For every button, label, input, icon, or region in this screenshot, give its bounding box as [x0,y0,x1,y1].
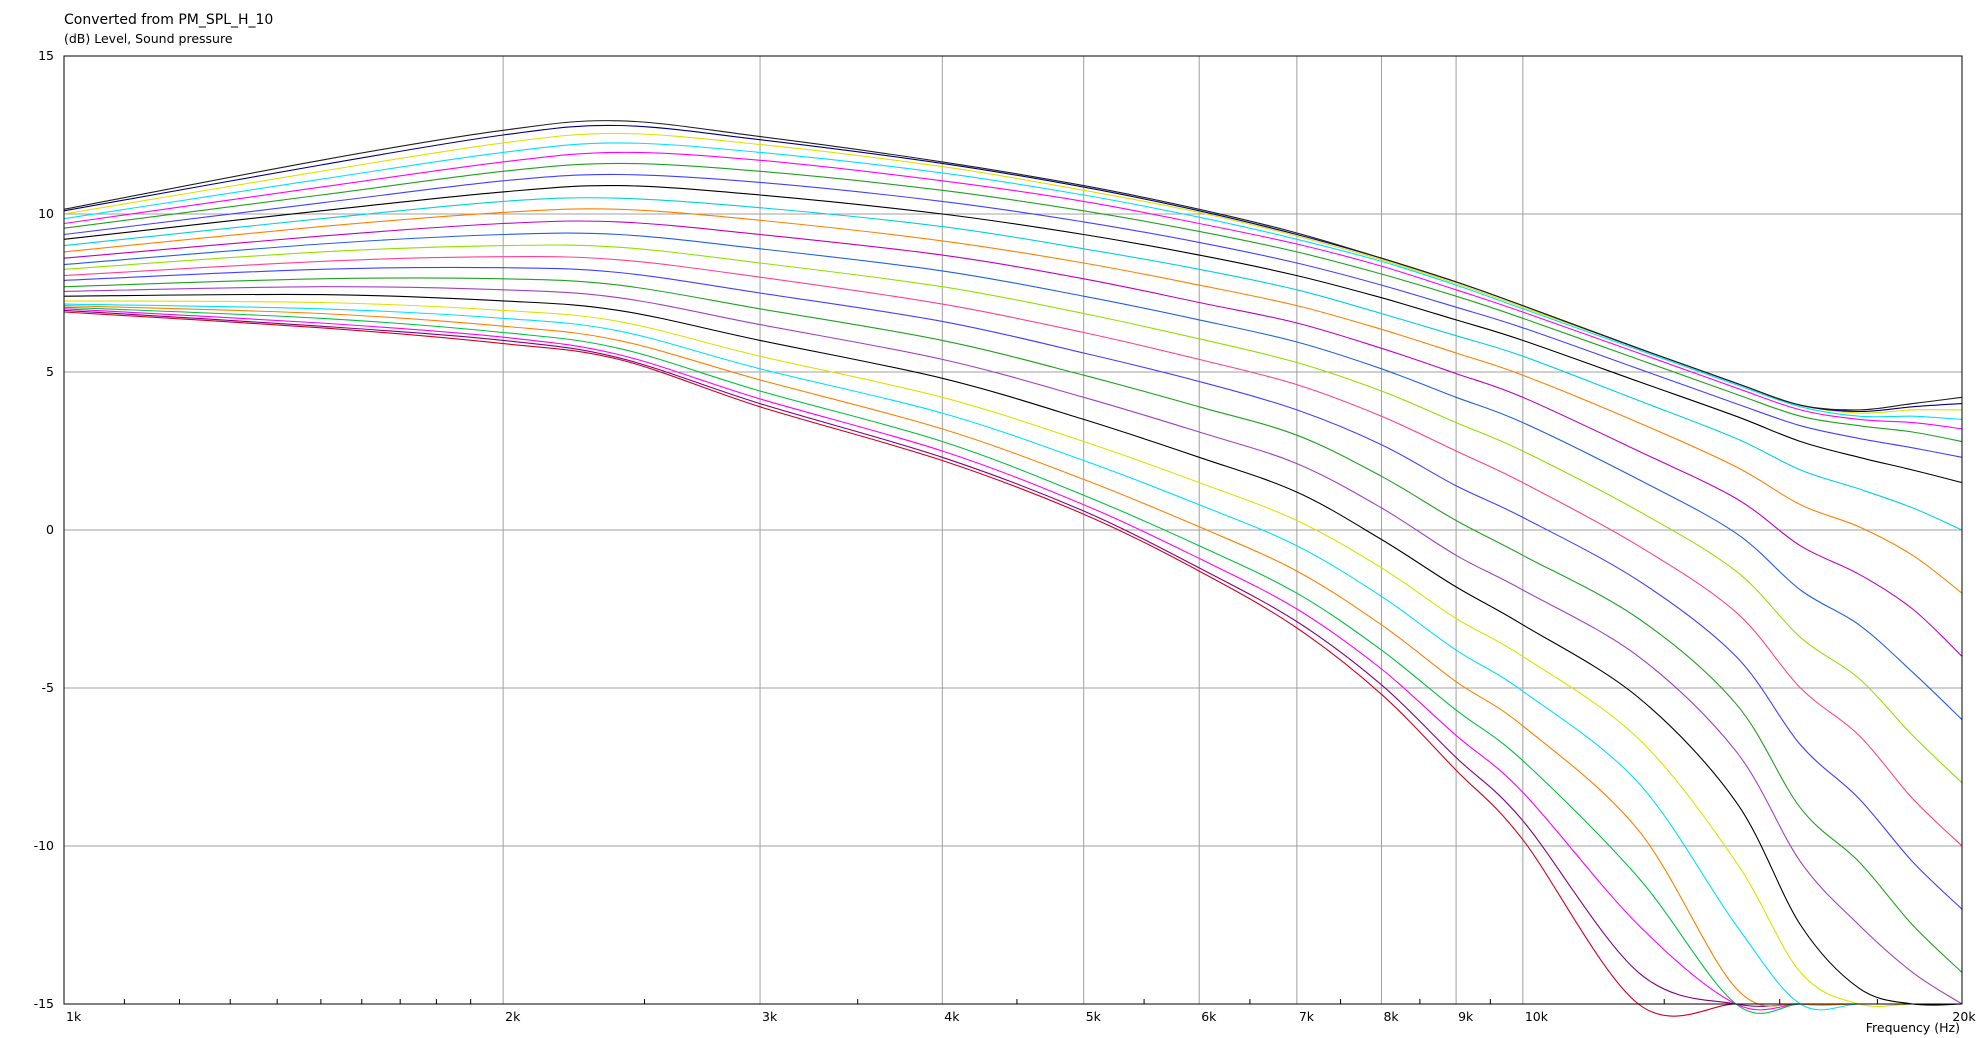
series-line [63,184,1963,484]
x-tick-label: 2k [505,1009,521,1024]
y-tick-label: 5 [46,364,54,379]
series-line [63,142,1963,420]
series-line [63,220,1963,657]
series-line [63,308,1962,1011]
series-line [63,244,1963,784]
series-line [63,306,1962,1014]
x-tick-label: 5k [1086,1009,1102,1024]
grid [63,55,1963,1005]
y-tick-label: -15 [34,996,54,1011]
y-tick-label: 0 [46,522,54,537]
y-tick-label: -10 [34,838,54,853]
series-line [63,162,1963,443]
x-axis-label: Frequency (Hz) [1865,1020,1960,1035]
series-line [63,266,1963,910]
y-axis-label: (dB) Level, Sound pressure [64,31,233,46]
series-line [63,151,1963,430]
series-line [63,303,1962,1011]
x-tick-label: 4k [944,1009,960,1024]
series-lines [63,120,1963,1017]
y-tick-label: 10 [38,206,54,221]
series-line [63,305,1962,1007]
x-tick-label: 6k [1201,1009,1217,1024]
tick-labels: 1k 2k 3k 4k 5k 6k 7k 8k 9k 10k 20k 15 10 5 0 -5 -10 -15 [34,48,1977,1024]
x-tick-label: 3k [762,1009,778,1024]
series-line [63,256,1963,847]
series-line [63,286,1963,1005]
series-line [63,120,1963,411]
series-line [63,197,1963,531]
chart-title: Converted from PM_SPL_H_10 [64,12,274,28]
series-line [63,232,1963,720]
series-line [63,208,1963,594]
y-tick-label: -5 [42,680,54,695]
x-tick-label: 9k [1458,1009,1474,1024]
plot-frame [63,55,1963,1005]
series-line [63,277,1963,973]
series-line [63,309,1962,1007]
x-tick-label: 10k [1525,1009,1549,1024]
x-tick-label: 1k [66,1009,82,1024]
x-tick-label: 20k [1952,1009,1976,1024]
series-line [63,300,1962,1007]
x-tick-label: 7k [1299,1009,1315,1024]
y-tick-label: 15 [38,48,54,63]
series-line [63,173,1963,458]
series-line [63,293,1963,1006]
x-tick-label: 8k [1383,1009,1399,1024]
